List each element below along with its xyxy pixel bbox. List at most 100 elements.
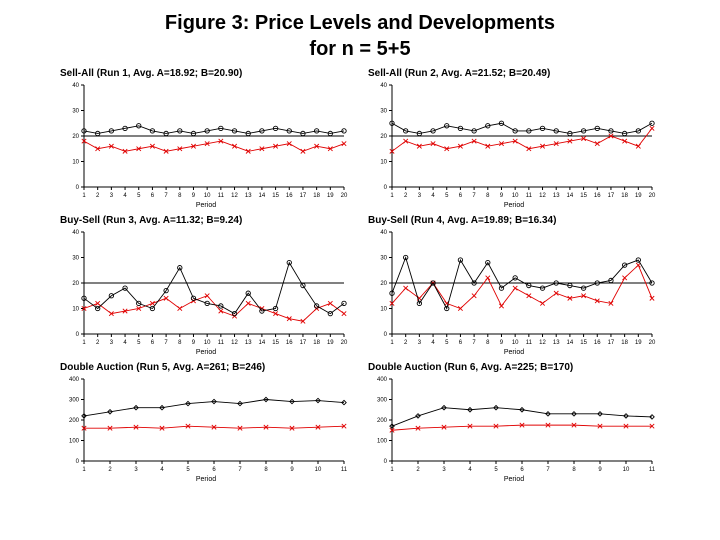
panel-p4: Buy-Sell (Run 4, Avg. A=19.89; B=16.34)0… <box>368 215 660 356</box>
svg-text:7: 7 <box>472 193 476 199</box>
svg-text:6: 6 <box>151 340 155 346</box>
svg-text:13: 13 <box>245 340 252 346</box>
svg-text:40: 40 <box>380 83 387 89</box>
svg-text:7: 7 <box>546 467 550 473</box>
chart: 0102030401234567891011121314151617181920 <box>368 228 660 348</box>
panel-title: Sell-All (Run 2, Avg. A=21.52; B=20.49) <box>368 68 660 79</box>
svg-text:13: 13 <box>553 340 560 346</box>
svg-text:10: 10 <box>315 467 322 473</box>
svg-text:15: 15 <box>580 340 587 346</box>
svg-text:8: 8 <box>572 467 576 473</box>
svg-text:18: 18 <box>313 340 320 346</box>
svg-text:2: 2 <box>96 340 100 346</box>
svg-text:7: 7 <box>472 340 476 346</box>
svg-text:3: 3 <box>418 340 422 346</box>
svg-text:10: 10 <box>204 193 211 199</box>
svg-text:30: 30 <box>72 256 79 262</box>
svg-text:18: 18 <box>313 193 320 199</box>
svg-text:13: 13 <box>245 193 252 199</box>
svg-text:100: 100 <box>377 439 388 445</box>
svg-text:30: 30 <box>380 256 387 262</box>
svg-text:3: 3 <box>134 467 138 473</box>
svg-text:3: 3 <box>110 340 114 346</box>
svg-text:17: 17 <box>608 340 615 346</box>
x-axis-label: Period <box>368 202 660 209</box>
svg-text:0: 0 <box>384 185 388 191</box>
panel-title: Double Auction (Run 5, Avg. A=261; B=246… <box>60 362 352 373</box>
svg-text:4: 4 <box>431 193 435 199</box>
chart: 01002003004001234567891011 <box>60 375 352 475</box>
svg-text:15: 15 <box>272 340 279 346</box>
svg-text:14: 14 <box>567 193 574 199</box>
svg-text:7: 7 <box>164 193 168 199</box>
svg-text:40: 40 <box>72 83 79 89</box>
svg-text:16: 16 <box>286 193 293 199</box>
svg-text:5: 5 <box>137 193 141 199</box>
svg-text:11: 11 <box>526 340 533 346</box>
svg-text:10: 10 <box>380 307 387 313</box>
svg-text:30: 30 <box>72 109 79 115</box>
svg-text:0: 0 <box>384 459 388 465</box>
svg-text:19: 19 <box>327 340 334 346</box>
svg-text:11: 11 <box>341 467 348 473</box>
svg-text:9: 9 <box>500 340 504 346</box>
svg-text:2: 2 <box>404 340 408 346</box>
svg-text:11: 11 <box>218 340 225 346</box>
panel-grid: Sell-All (Run 1, Avg. A=18.92; B=20.90) 0… <box>60 68 660 483</box>
svg-text:400: 400 <box>69 377 80 383</box>
svg-text:19: 19 <box>327 193 334 199</box>
svg-text:12: 12 <box>539 340 546 346</box>
panel-title: Buy-Sell (Run 3, Avg. A=11.32; B=9.24) <box>60 215 352 226</box>
svg-text:30: 30 <box>380 109 387 115</box>
svg-text:16: 16 <box>594 193 601 199</box>
svg-text:18: 18 <box>621 340 628 346</box>
svg-text:1: 1 <box>82 193 86 199</box>
svg-text:4: 4 <box>431 340 435 346</box>
svg-text:4: 4 <box>123 193 127 199</box>
svg-text:20: 20 <box>72 134 79 140</box>
svg-text:5: 5 <box>445 193 449 199</box>
svg-text:20: 20 <box>649 340 656 346</box>
panel-title: Sell-All (Run 1, Avg. A=18.92; B=20.90) <box>60 68 352 79</box>
svg-text:19: 19 <box>635 340 642 346</box>
svg-text:20: 20 <box>649 193 656 199</box>
svg-text:0: 0 <box>76 459 80 465</box>
svg-text:0: 0 <box>76 332 80 338</box>
svg-text:8: 8 <box>264 467 268 473</box>
svg-text:20: 20 <box>341 340 348 346</box>
svg-text:14: 14 <box>259 193 266 199</box>
svg-text:4: 4 <box>468 467 472 473</box>
svg-text:0: 0 <box>76 185 80 191</box>
svg-text:4: 4 <box>160 467 164 473</box>
svg-text:100: 100 <box>69 439 80 445</box>
panel-p2: Sell-All (Run 2, Avg. A=21.52; B=20.49) 0… <box>368 68 660 209</box>
chart: 0102030401234567891011121314151617181920 <box>60 228 352 348</box>
svg-text:6: 6 <box>459 193 463 199</box>
svg-text:11: 11 <box>218 193 225 199</box>
svg-text:9: 9 <box>500 193 504 199</box>
title-line-1: Figure 3: Price Levels and Developments <box>165 12 555 34</box>
svg-text:19: 19 <box>635 193 642 199</box>
svg-text:20: 20 <box>341 193 348 199</box>
svg-text:40: 40 <box>72 230 79 236</box>
svg-text:14: 14 <box>259 340 266 346</box>
svg-text:15: 15 <box>272 193 279 199</box>
svg-text:20: 20 <box>72 281 79 287</box>
svg-text:12: 12 <box>231 193 238 199</box>
svg-text:11: 11 <box>526 193 533 199</box>
panel-title: Buy-Sell (Run 4, Avg. A=19.89; B=16.34) <box>368 215 660 226</box>
svg-text:1: 1 <box>82 467 86 473</box>
svg-text:3: 3 <box>110 193 114 199</box>
svg-text:5: 5 <box>186 467 190 473</box>
chart: 01002003004001234567891011 <box>368 375 660 475</box>
svg-text:6: 6 <box>459 340 463 346</box>
svg-text:7: 7 <box>238 467 242 473</box>
chart: 0102030401234567891011121314151617181920 <box>60 81 352 201</box>
svg-text:5: 5 <box>445 340 449 346</box>
svg-text:1: 1 <box>390 193 394 199</box>
svg-text:2: 2 <box>96 193 100 199</box>
svg-text:5: 5 <box>494 467 498 473</box>
svg-text:6: 6 <box>212 467 216 473</box>
svg-text:16: 16 <box>594 340 601 346</box>
svg-text:300: 300 <box>377 398 388 404</box>
